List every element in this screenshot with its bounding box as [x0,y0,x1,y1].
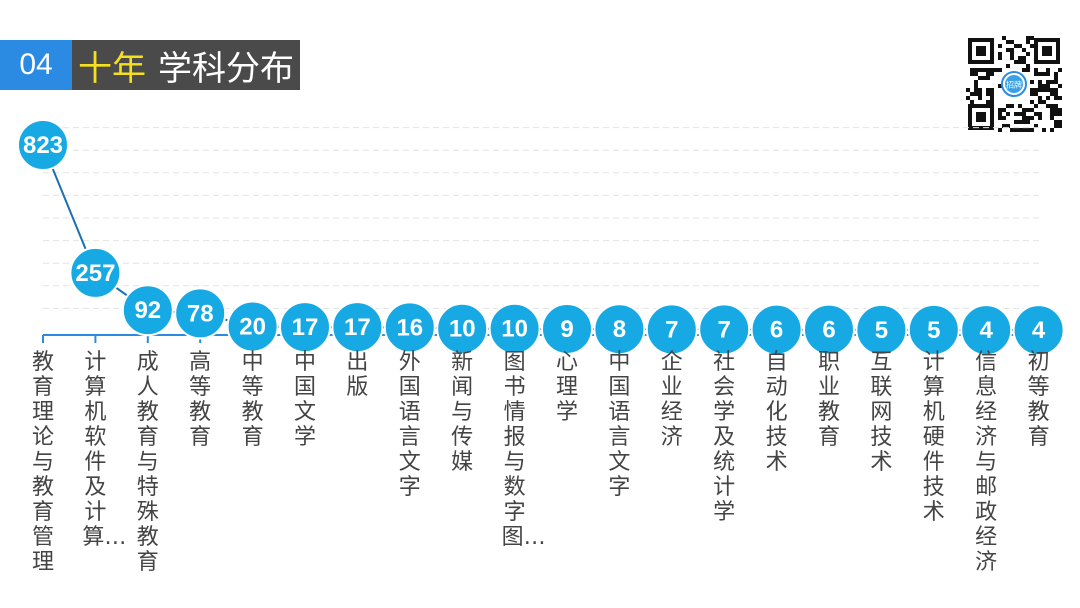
x-tick-label: 中国文学 [293,350,316,450]
data-label: 4 [980,317,994,344]
data-label: 92 [134,297,161,324]
point-marker [645,303,698,356]
point-marker [960,304,1013,357]
point-marker [383,301,436,354]
data-point: 10 [488,302,541,355]
point-marker [17,119,69,172]
point-marker [855,303,908,356]
data-label: 257 [75,260,115,287]
data-label: 823 [23,132,63,159]
x-tick-label: 图书情报与数字图… [501,350,546,550]
data-point: 92 [121,284,174,337]
data-label: 5 [875,317,888,344]
data-label: 7 [718,316,731,343]
point-marker [750,303,803,356]
data-label: 6 [822,317,835,344]
data-point: 78 [174,287,227,340]
x-tick-label: 出版 [346,350,369,400]
point-marker [174,287,227,340]
data-label: 17 [292,314,319,341]
data-label: 20 [239,313,266,340]
point-marker [698,303,751,356]
x-tick-label: 企业经济 [660,350,683,450]
data-label: 17 [344,314,371,341]
data-point: 7 [645,303,698,356]
point-marker [331,301,384,354]
data-points: 823 257 92 78 20 17 17 16 10 10 9 8 7 7 6 6 5 5 4 4 [17,119,1065,357]
data-point: 6 [750,303,803,356]
x-tick-label: 中等教育 [241,350,264,450]
data-point: 16 [383,301,436,354]
data-point: 9 [541,302,593,355]
data-point: 4 [1012,304,1065,357]
x-tick-label: 初等教育 [1027,350,1050,450]
x-tick-label: 计算机软件及计算… [82,350,127,550]
data-point: 4 [960,304,1013,357]
point-marker [69,246,122,299]
point-marker [907,303,960,356]
data-point: 17 [279,301,331,354]
x-tick-label: 信息经济与邮政经济 [975,350,998,575]
title-text-box: 十年 学科分布 [72,40,300,90]
data-label: 10 [501,316,528,343]
data-point: 20 [226,300,279,353]
qr-badge-text: 招牌 [1006,80,1022,90]
x-tick-label: 社会学及统计学 [713,350,736,525]
data-label: 4 [1032,317,1046,344]
slide-title: 04 十年 学科分布 [0,40,300,90]
x-tick-label: 外国语言文字 [398,350,421,500]
data-label: 10 [449,316,476,343]
data-point: 7 [698,303,751,356]
x-tick-label: 成人教育与特殊教育 [136,350,159,575]
data-label: 6 [770,317,783,344]
point-marker [1012,304,1065,357]
data-point: 5 [855,303,908,356]
data-label: 5 [927,317,940,344]
data-label: 9 [560,316,573,343]
x-tick-label: 新闻与传媒 [451,350,474,475]
qr-code-icon: 招牌 [966,36,1062,132]
data-label: 7 [665,316,678,343]
x-tick-label: 中国语言文字 [608,350,631,500]
point-marker [436,302,489,355]
data-point: 8 [593,303,646,356]
point-marker [226,300,279,353]
point-marker [488,302,541,355]
x-tick-label: 职业教育 [817,350,840,450]
title-highlight: 十年 [78,48,146,89]
point-marker [593,303,646,356]
x-tick-label: 自动化技术 [765,350,788,475]
x-tick-label: 教育理论与教育管理 [31,350,54,575]
data-label: 78 [187,300,214,327]
data-point: 10 [436,302,489,355]
section-number: 04 [0,40,72,90]
x-tick-label: 计算机硬件技术 [922,350,945,525]
data-label: 8 [613,316,626,343]
data-point: 5 [907,303,960,356]
point-marker [541,302,593,355]
data-point: 6 [803,303,855,356]
x-tick-label: 心理学 [555,350,578,425]
x-tick-label: 互联网技术 [870,350,893,475]
x-tick-label: 高等教育 [189,350,212,450]
data-label: 16 [396,314,423,341]
data-point: 17 [331,301,384,354]
title-main: 学科分布 [158,48,294,89]
grid-lines [43,127,1040,309]
point-marker [803,303,855,356]
data-point: 823 [17,119,69,172]
point-marker [279,301,331,354]
point-marker [121,284,174,337]
data-point: 257 [69,246,122,299]
